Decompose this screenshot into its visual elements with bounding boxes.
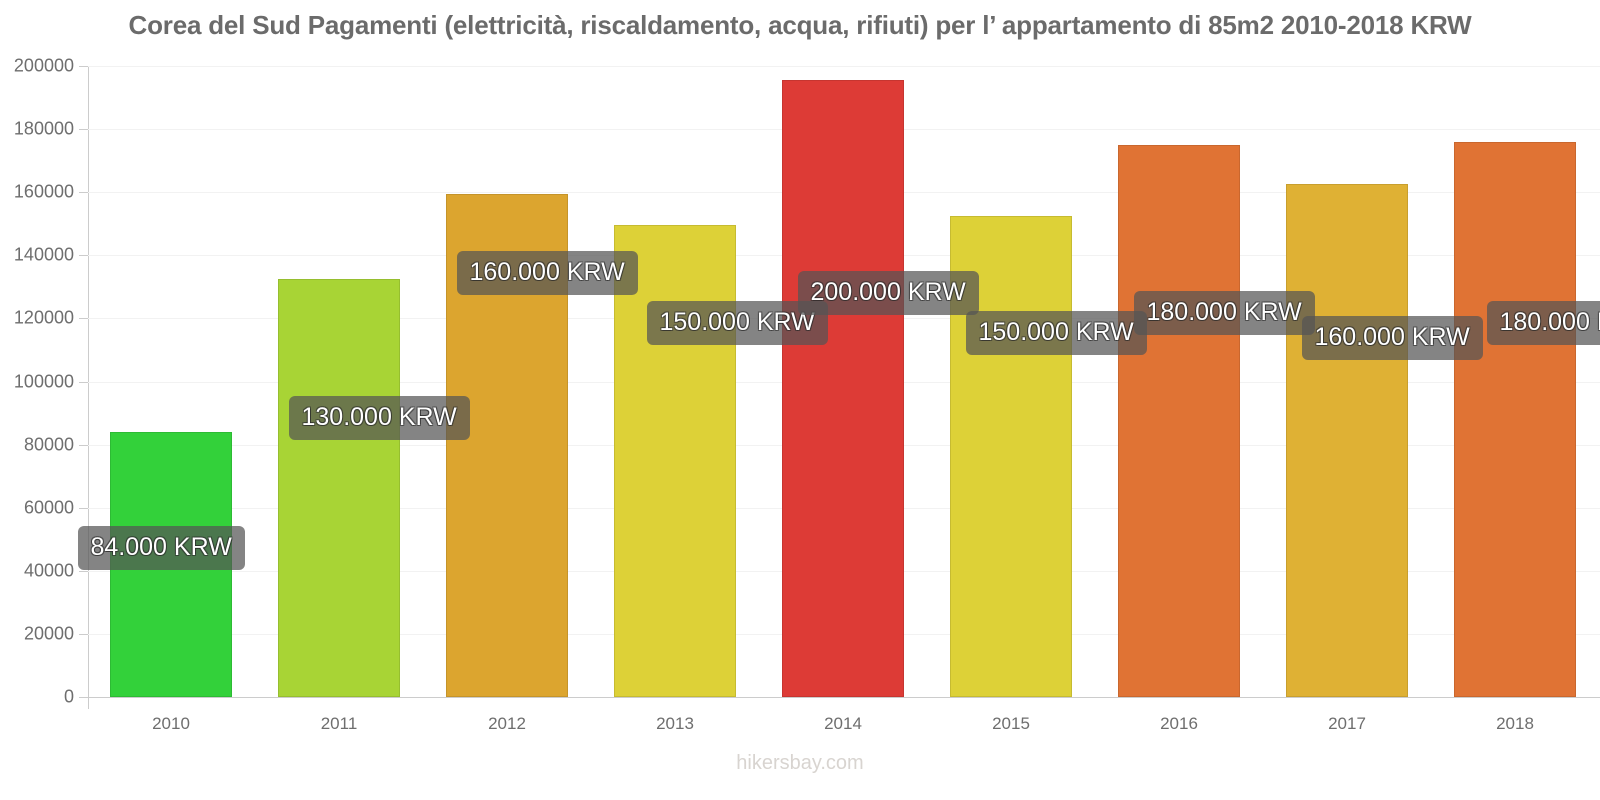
- value-tooltip: 150.000 KRW: [646, 301, 828, 345]
- y-axis-tick-label: 100000: [13, 371, 74, 391]
- y-axis-tick-label: 160000: [13, 181, 74, 202]
- value-tooltip: 84.000 KRW: [77, 526, 245, 570]
- x-axis-tick-label: 2016: [1160, 714, 1198, 733]
- y-axis-tick-mark: [79, 507, 88, 509]
- bar[interactable]: [1454, 142, 1576, 697]
- value-tooltip: 130.000 KRW: [288, 396, 470, 440]
- y-axis-tick-label: 180000: [13, 118, 74, 139]
- bar[interactable]: [278, 278, 400, 697]
- x-axis-tick-label: 2018: [1496, 714, 1534, 733]
- x-axis-tick-label: 2015: [992, 714, 1030, 733]
- value-tooltip: 160.000 KRW: [456, 251, 638, 295]
- y-axis-tick-label: 0: [63, 686, 74, 707]
- gridline: [88, 66, 1600, 67]
- y-axis-tick-label: 20000: [23, 623, 74, 644]
- value-tooltip: 200.000 KRW: [797, 271, 979, 315]
- y-axis-tick-mark: [79, 633, 88, 635]
- bar[interactable]: [614, 225, 736, 697]
- x-axis-tick-label: 2011: [320, 714, 358, 733]
- y-axis-tick-mark: [79, 192, 88, 194]
- x-axis-line: [88, 697, 1600, 698]
- y-axis-tick-mark: [79, 318, 88, 320]
- bar[interactable]: [1286, 183, 1408, 697]
- x-axis-tick-label: 2012: [488, 714, 526, 733]
- y-axis-tick-label: 60000: [23, 497, 74, 518]
- bar[interactable]: [1118, 144, 1240, 697]
- y-axis-tick-label: 40000: [23, 560, 74, 581]
- y-axis-tick-mark: [79, 255, 88, 257]
- x-axis-tick-label: 2014: [824, 714, 862, 733]
- y-axis-tick-label: 120000: [13, 307, 74, 328]
- page-title: Corea del Sud Pagamenti (elettricità, ri…: [128, 10, 1472, 40]
- y-axis-tick-mark: [79, 444, 88, 446]
- y-axis-tick-mark: [79, 381, 88, 383]
- y-axis-tick-mark: [79, 66, 88, 67]
- y-axis-tick-label: 80000: [23, 434, 74, 455]
- x-axis-origin-tick: [88, 697, 89, 709]
- y-axis-tick-mark: [79, 129, 88, 131]
- footer-credit: hikersbay.com: [736, 752, 864, 774]
- value-tooltip: 180.000 KRW: [1133, 291, 1315, 335]
- y-axis-tick-mark: [79, 570, 88, 572]
- bar[interactable]: [782, 79, 904, 697]
- y-axis-tick-mark: [79, 697, 88, 698]
- plot-area: 84.000 KRW 130.000 KRW 160.000 KRW 150.000 …: [77, 66, 1600, 697]
- x-axis-tick-label: 2010: [152, 714, 190, 733]
- y-axis-tick-label: 140000: [13, 244, 74, 265]
- x-axis-tick-label: 2017: [1328, 714, 1366, 733]
- y-axis-line: [88, 66, 89, 706]
- value-tooltip: 160.000 KRW: [1301, 316, 1483, 360]
- x-axis-tick-label: 2013: [656, 714, 694, 733]
- value-tooltip: 180.000 KRW: [1486, 301, 1600, 345]
- y-axis-tick-label: 200000: [13, 55, 74, 76]
- value-tooltip: 150.000 KRW: [965, 311, 1147, 355]
